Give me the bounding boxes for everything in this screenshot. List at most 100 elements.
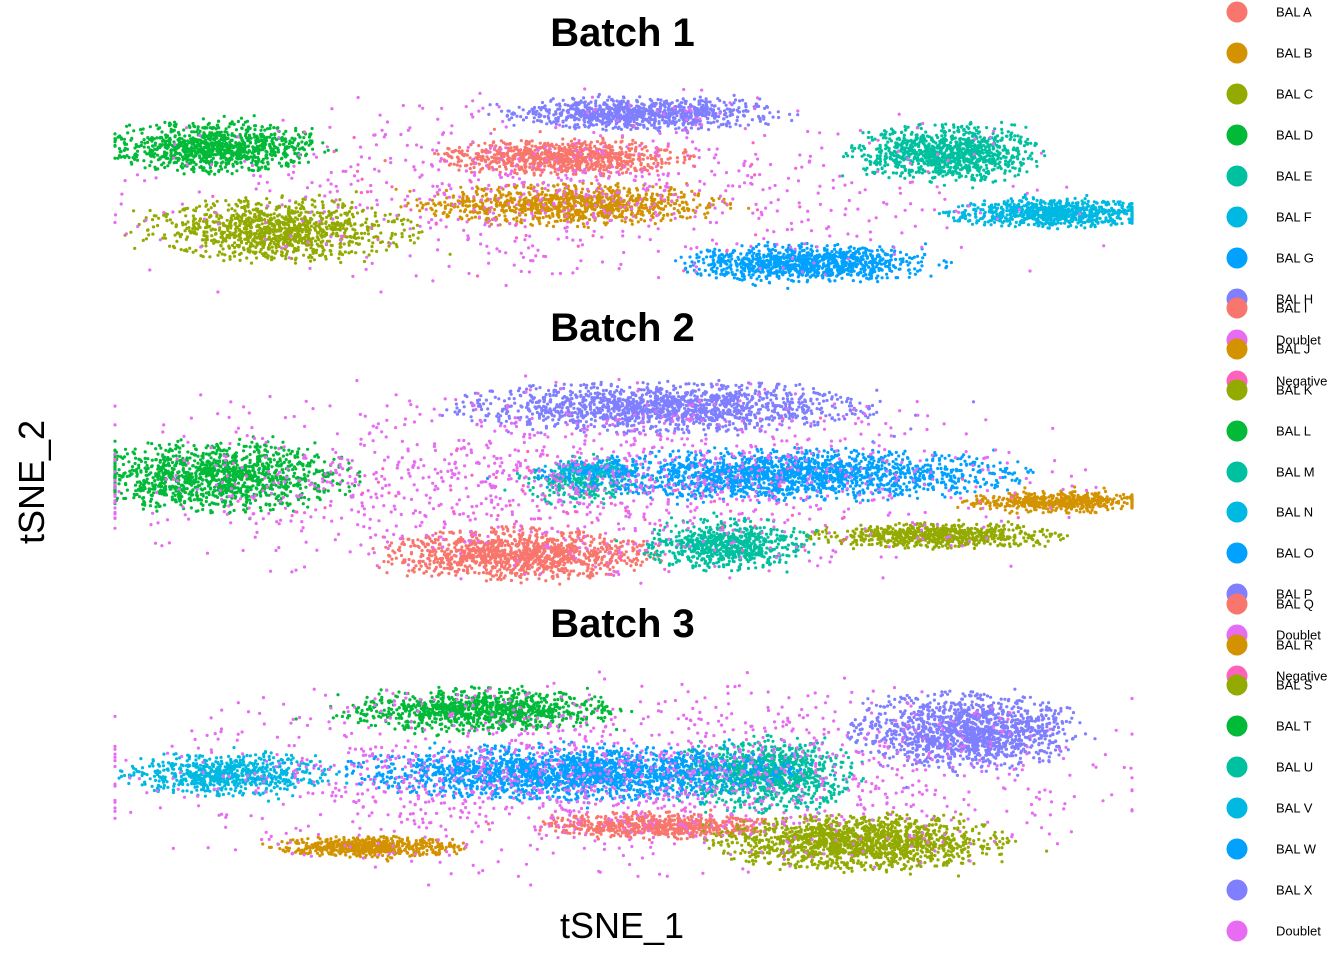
data-point — [178, 136, 182, 140]
data-point — [593, 167, 597, 171]
data-point — [978, 135, 982, 139]
data-point — [140, 140, 144, 144]
data-point — [461, 203, 465, 207]
data-point — [659, 219, 663, 223]
data-point — [680, 207, 685, 211]
data-point — [460, 217, 464, 221]
data-point — [264, 153, 268, 158]
data-point — [338, 226, 342, 230]
data-point — [339, 213, 343, 217]
data-point — [955, 155, 959, 160]
data-point — [245, 119, 250, 123]
data-point — [308, 228, 312, 232]
data-point — [302, 223, 306, 227]
data-point — [543, 141, 547, 146]
data-point — [246, 137, 251, 141]
data-point — [300, 241, 304, 245]
data-point — [254, 202, 258, 206]
data-point — [553, 162, 557, 166]
data-point — [873, 161, 877, 165]
data-point — [877, 150, 882, 154]
data-point — [961, 137, 966, 141]
data-point — [1013, 174, 1017, 178]
data-point — [566, 163, 570, 167]
data-point — [960, 142, 964, 146]
data-point — [883, 155, 887, 159]
data-point — [167, 161, 171, 165]
data-point — [967, 158, 971, 162]
data-point — [259, 138, 263, 142]
data-point — [475, 152, 480, 156]
data-point — [971, 139, 975, 144]
data-point — [540, 186, 544, 191]
data-point — [553, 146, 557, 150]
data-point — [604, 145, 609, 149]
data-point — [211, 202, 215, 206]
data-point — [498, 165, 502, 169]
data-point — [212, 126, 216, 130]
data-point — [568, 202, 572, 206]
data-point — [354, 190, 358, 194]
data-point — [320, 200, 324, 204]
data-point — [863, 146, 867, 151]
data-point — [592, 191, 596, 195]
data-point — [906, 125, 910, 129]
data-point — [276, 146, 280, 150]
data-point — [195, 206, 199, 210]
data-point — [584, 216, 588, 220]
data-point — [931, 145, 935, 149]
data-point — [186, 153, 190, 157]
data-point — [225, 169, 230, 173]
data-point — [153, 152, 157, 156]
data-point — [917, 153, 921, 157]
data-point — [844, 151, 848, 155]
data-point — [883, 160, 888, 164]
data-point — [460, 149, 464, 153]
data-point — [230, 132, 234, 136]
data-point — [507, 205, 511, 209]
data-point — [160, 139, 165, 143]
data-point — [247, 144, 251, 148]
data-point — [976, 125, 980, 129]
data-point — [509, 146, 513, 150]
data-point — [492, 207, 497, 212]
data-point — [650, 194, 654, 198]
data-point — [506, 193, 510, 197]
data-point — [276, 219, 280, 223]
data-point — [269, 213, 273, 217]
data-point — [156, 167, 160, 171]
data-point — [237, 245, 241, 249]
data-point — [607, 154, 611, 158]
data-point — [567, 152, 571, 156]
data-point — [304, 153, 308, 158]
data-point — [213, 238, 217, 242]
data-point — [318, 211, 322, 215]
data-point — [181, 155, 185, 159]
data-point — [657, 200, 661, 205]
data-point — [211, 220, 215, 224]
data-point — [971, 186, 975, 190]
data-point — [495, 157, 499, 161]
data-point — [310, 255, 314, 260]
data-point — [655, 204, 660, 208]
data-point — [356, 242, 361, 246]
data-point — [285, 227, 289, 232]
data-point — [214, 160, 218, 164]
data-point — [581, 222, 585, 226]
data-point — [559, 218, 563, 223]
data-point — [899, 147, 904, 151]
data-point — [267, 235, 271, 239]
data-point — [564, 158, 569, 162]
data-point — [933, 123, 937, 127]
data-point — [936, 144, 940, 148]
data-point — [223, 130, 227, 134]
data-point — [902, 133, 907, 137]
data-point — [885, 145, 889, 149]
data-point — [884, 136, 888, 140]
data-point — [931, 151, 935, 155]
data-point — [266, 254, 270, 258]
data-point — [571, 149, 575, 153]
data-point — [476, 187, 480, 191]
data-point — [466, 149, 470, 153]
